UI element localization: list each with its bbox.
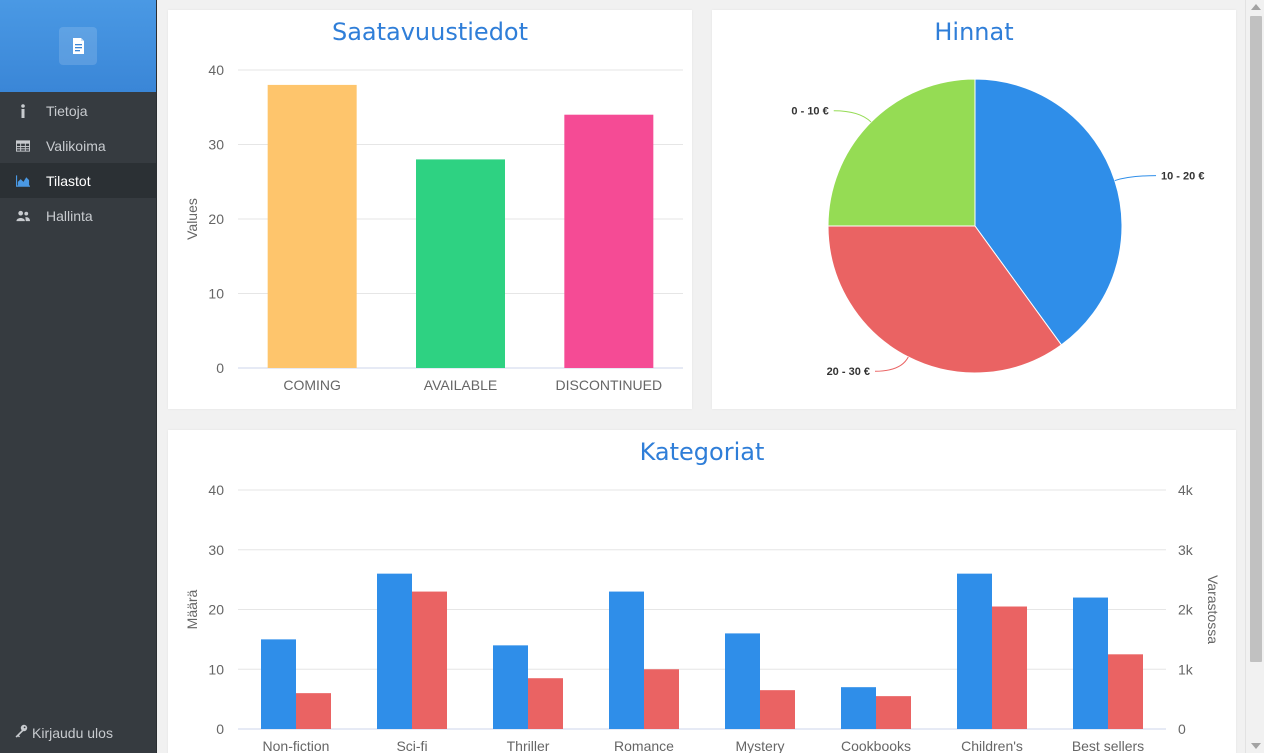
brand-header	[0, 0, 156, 92]
bar-available	[416, 159, 505, 368]
sidebar-item-label: Tietoja	[46, 102, 88, 119]
bar-stock	[412, 591, 447, 729]
x-tick-label: COMING	[283, 377, 341, 393]
prices-pie-chart: 10 - 20 € 20 - 30 € 0 - 10 €	[791, 78, 1204, 378]
bar-stock	[644, 669, 679, 729]
pie-data-label: 0 - 10 €	[791, 106, 828, 118]
area-chart-icon	[16, 174, 30, 188]
x-tick-label: Sci-fi	[396, 738, 427, 753]
availability-panel: Saatavuustiedot 0 10 20 30 40 Values COMING AVA…	[168, 10, 692, 409]
bar-count	[1073, 597, 1108, 729]
bar-stock	[296, 693, 331, 729]
y-right-tick-label: 0	[1178, 721, 1186, 737]
sidebar-nav: Tietoja Valikoima Tilastot Hallinta	[0, 93, 156, 233]
x-tick-label: Romance	[614, 738, 674, 753]
bar-stock	[760, 690, 795, 729]
y-tick-label: 30	[208, 542, 224, 558]
logout-link[interactable]: Kirjaudu ulos	[14, 724, 113, 741]
y-right-tick-label: 2k	[1178, 602, 1194, 618]
sidebar-item-hallinta[interactable]: Hallinta	[0, 198, 156, 233]
x-tick-label: Children's	[961, 738, 1023, 753]
y-tick-label: 40	[208, 62, 224, 78]
availability-chart-title: Saatavuustiedot	[331, 18, 529, 46]
sidebar-item-label: Tilastot	[46, 172, 91, 189]
logout-label: Kirjaudu ulos	[32, 724, 113, 741]
y-right-tick-label: 3k	[1178, 542, 1194, 558]
pie-data-label: 20 - 30 €	[827, 366, 870, 378]
bar-stock	[1108, 654, 1143, 729]
x-tick-label: Non-fiction	[263, 738, 330, 753]
scroll-down-arrow-icon[interactable]	[1251, 743, 1261, 749]
prices-chart-title: Hinnat	[934, 18, 1014, 46]
scroll-up-arrow-icon[interactable]	[1251, 4, 1261, 10]
y-right-axis-label: Varastossa	[1205, 575, 1221, 644]
y-tick-label: 20	[208, 602, 224, 618]
y-tick-label: 10	[208, 286, 224, 302]
bar-count	[725, 633, 760, 729]
y-tick-label: 0	[216, 360, 224, 376]
y-tick-label: 30	[208, 137, 224, 153]
x-tick-label: Mystery	[736, 738, 785, 753]
sidebar-item-label: Valikoima	[46, 137, 106, 154]
x-tick-label: Thriller	[507, 738, 550, 753]
availability-bar-chart: 0 10 20 30 40 Values COMING AVAILABLE DISCONTINU…	[184, 62, 683, 393]
sidebar-item-tietoja[interactable]: Tietoja	[0, 93, 156, 128]
bar-coming	[267, 84, 357, 369]
bar-count	[609, 591, 644, 729]
pie-slice	[827, 78, 976, 227]
categories-bar-chart: 0 10 20 30 40 0 1k 2k 3k 4k Määrä Varastossa Non-fic…	[184, 482, 1221, 753]
page-scrollbar[interactable]	[1245, 0, 1264, 753]
pie-data-label: 10 - 20 €	[1161, 171, 1204, 183]
key-icon	[14, 724, 28, 741]
bar-count	[261, 639, 296, 729]
users-icon	[16, 209, 30, 223]
x-tick-label: Best sellers	[1072, 738, 1144, 753]
bar-stock	[876, 696, 911, 729]
info-icon	[16, 103, 30, 118]
bar-count	[377, 573, 412, 729]
x-tick-label: DISCONTINUED	[556, 377, 663, 393]
x-tick-label: AVAILABLE	[424, 377, 497, 393]
y-tick-label: 20	[208, 211, 224, 227]
y-axis-label: Values	[184, 198, 200, 240]
scroll-thumb[interactable]	[1250, 16, 1262, 662]
categories-panel: Kategoriat 0 10 20 30 40 0 1k 2k 3k 4k Määrä Varast…	[168, 430, 1236, 753]
y-right-tick-label: 1k	[1178, 661, 1194, 677]
pie-connector	[1114, 175, 1157, 182]
sidebar-item-label: Hallinta	[46, 207, 93, 224]
bar-stock	[528, 678, 563, 729]
sidebar-item-valikoima[interactable]: Valikoima	[0, 128, 156, 163]
y-axis-label: Määrä	[184, 589, 200, 629]
table-icon	[16, 139, 30, 153]
y-tick-label: 10	[208, 661, 224, 677]
y-tick-label: 40	[208, 482, 224, 498]
sidebar-item-tilastot[interactable]: Tilastot	[0, 163, 156, 198]
bar-discontinued	[564, 114, 654, 368]
pie-slice	[974, 78, 1123, 346]
pie-connector	[833, 110, 872, 123]
book-icon[interactable]	[59, 27, 97, 65]
y-tick-label: 0	[216, 721, 224, 737]
y-right-tick-label: 4k	[1178, 482, 1194, 498]
x-tick-label: Cookbooks	[841, 738, 911, 753]
pie-connector	[874, 356, 909, 372]
categories-chart-title: Kategoriat	[639, 438, 765, 466]
bar-count	[957, 573, 992, 729]
bar-stock	[992, 606, 1027, 729]
bar-count	[493, 645, 528, 729]
sidebar: Tietoja Valikoima Tilastot Hallinta Kirj…	[0, 0, 157, 753]
bar-count	[841, 687, 876, 729]
prices-panel: Hinnat 10 - 20 € 20 - 30 € 0 - 10 €	[712, 10, 1236, 409]
